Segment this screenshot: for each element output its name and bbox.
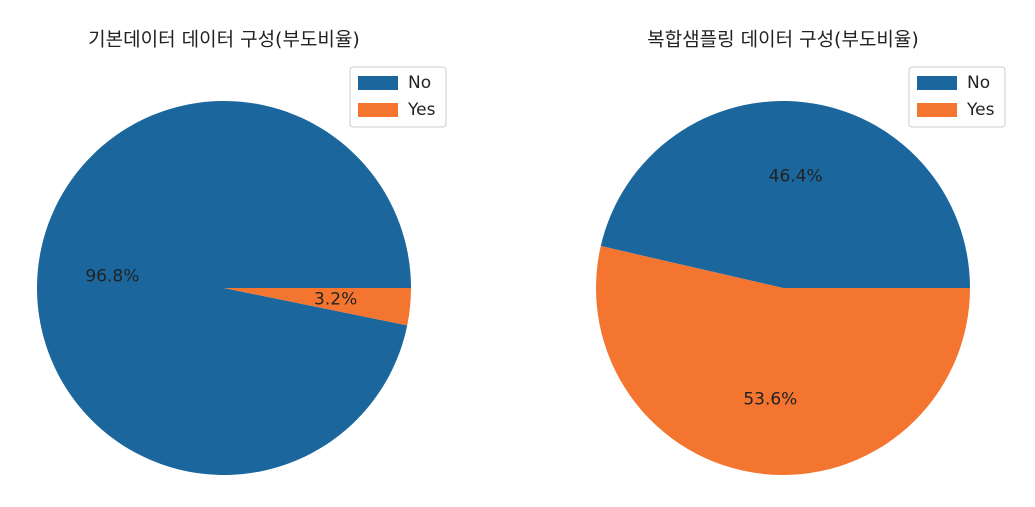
pie-wedge — [600, 101, 970, 288]
value-label: 96.8% — [85, 267, 139, 287]
value-label: 46.4% — [769, 167, 823, 187]
legend-label: Yes — [966, 100, 995, 120]
pie-wedge — [36, 101, 411, 475]
legend-swatch — [358, 76, 398, 90]
legend-swatch — [358, 103, 398, 117]
legend-swatch — [917, 103, 957, 117]
chart-title: 복합샘플링 데이터 구성(부도비율) — [647, 29, 919, 51]
legend-label: No — [967, 73, 990, 93]
pie-wedge — [224, 288, 411, 326]
value-label: 3.2% — [314, 289, 357, 309]
chart-title: 기본데이터 데이터 구성(부도비율) — [88, 29, 360, 51]
legend-label: No — [408, 73, 431, 93]
pie-wedge — [595, 246, 970, 476]
value-label: 53.6% — [743, 389, 797, 409]
legend-label: Yes — [407, 100, 436, 120]
legend-swatch — [917, 76, 957, 90]
